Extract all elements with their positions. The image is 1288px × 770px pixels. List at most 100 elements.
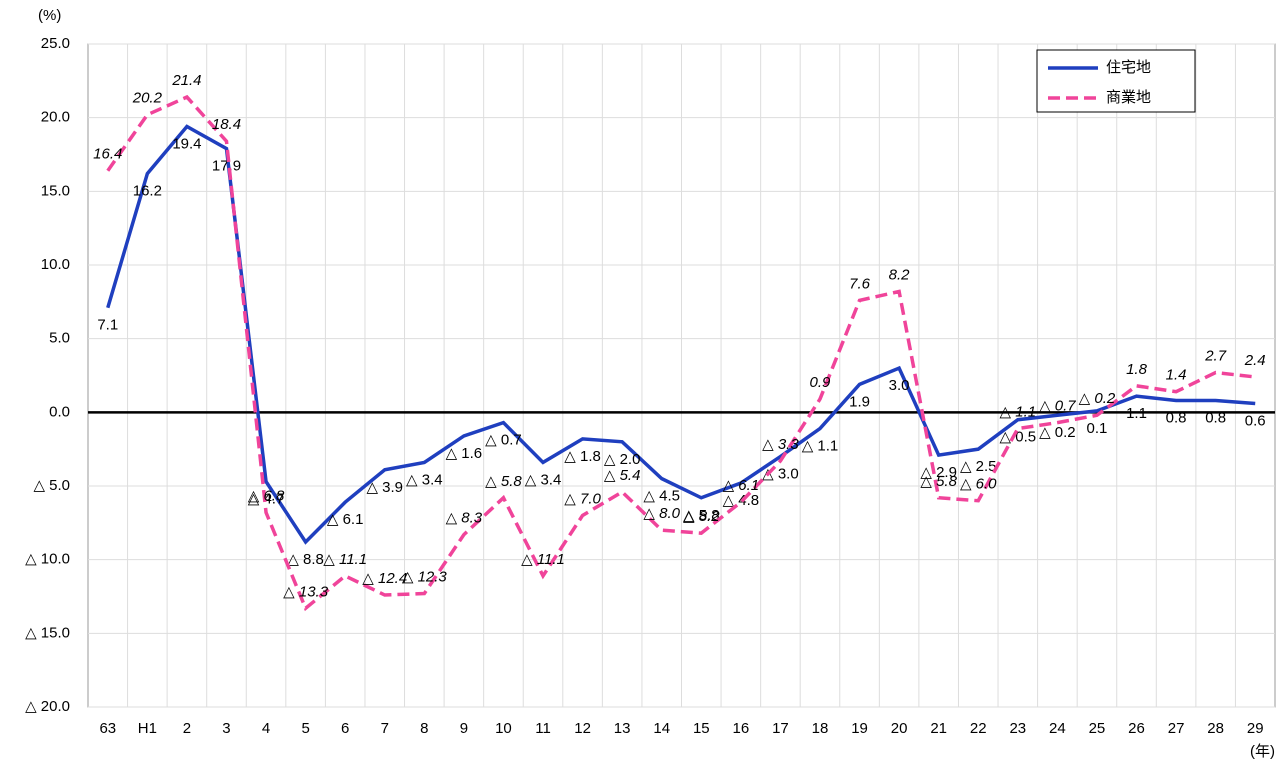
data-label: △ 2.5 [960, 458, 997, 475]
data-label: 21.4 [171, 72, 201, 89]
data-label: △ 1.1 [802, 438, 839, 455]
x-tick-label: 8 [420, 720, 428, 737]
data-label: △ 6.8 [248, 487, 285, 504]
data-label: △ 3.9 [366, 479, 403, 496]
x-tick-label: 19 [851, 720, 868, 737]
data-label: △ 5.8 [920, 473, 957, 490]
x-unit: (年) [1250, 743, 1275, 760]
data-label: △ 0.2 [1079, 390, 1116, 407]
data-label: △ 7.0 [564, 490, 601, 507]
x-tick-label: 21 [930, 720, 947, 737]
y-tick-label: △ 15.0 [25, 624, 70, 641]
x-tick-label: 27 [1168, 720, 1185, 737]
x-tick-label: H1 [138, 720, 157, 737]
y-unit: (%) [38, 7, 61, 24]
data-label: 0.1 [1087, 420, 1108, 437]
x-tick-label: 7 [381, 720, 389, 737]
data-label: 17.9 [212, 158, 241, 175]
x-tick-label: 20 [891, 720, 908, 737]
data-label: △ 0.7 [1039, 398, 1076, 415]
data-label: 7.6 [849, 275, 871, 292]
data-label: △ 8.8 [287, 551, 324, 568]
data-label: △ 8.3 [446, 510, 483, 527]
y-tick-label: 20.0 [41, 109, 70, 126]
data-label: △ 8.2 [683, 508, 720, 525]
x-tick-label: 10 [495, 720, 512, 737]
data-label: △ 5.4 [604, 467, 641, 484]
data-label: △ 5.8 [485, 473, 522, 490]
y-tick-label: △ 20.0 [25, 698, 70, 715]
y-tick-label: 10.0 [41, 256, 70, 273]
y-tick-label: 25.0 [41, 35, 70, 52]
y-tick-label: 0.0 [49, 403, 70, 420]
data-label: 0.8 [1166, 410, 1187, 427]
y-tick-label: △ 10.0 [25, 551, 70, 568]
series-line [106, 94, 1256, 612]
x-tick-label: 11 [535, 720, 551, 737]
x-tick-label: 25 [1089, 720, 1106, 737]
data-label: △ 1.6 [446, 445, 483, 462]
x-tick-label: 18 [812, 720, 829, 737]
data-label: 2.4 [1244, 352, 1266, 369]
data-label: △ 13.3 [283, 583, 329, 600]
x-tick-label: 4 [262, 720, 270, 737]
data-label: △ 0.2 [1039, 424, 1076, 441]
data-label: 2.7 [1204, 348, 1227, 365]
legend-label: 商業地 [1106, 89, 1151, 106]
data-label: △ 2.9 [920, 464, 957, 481]
x-tick-label: 9 [460, 720, 468, 737]
data-label: 0.6 [1245, 412, 1266, 429]
data-label: 20.2 [132, 90, 163, 107]
data-label: 1.8 [1126, 361, 1148, 378]
data-label: △ 3.4 [525, 471, 562, 488]
data-label: △ 11.1 [323, 551, 367, 568]
x-tick-label: 2 [183, 720, 191, 737]
data-label: 18.4 [212, 116, 241, 133]
x-tick-label: 22 [970, 720, 987, 737]
data-label: △ 5.8 [683, 507, 720, 524]
data-label: △ 1.8 [564, 448, 601, 465]
data-label: 1.4 [1166, 367, 1187, 384]
legend-label: 住宅地 [1106, 59, 1151, 76]
data-label: △ 4.5 [643, 488, 680, 505]
data-label: △ 4.8 [723, 492, 760, 509]
x-tick-label: 29 [1247, 720, 1264, 737]
data-label: △ 12.4 [362, 570, 407, 587]
x-tick-label: 23 [1009, 720, 1026, 737]
data-label: 8.2 [889, 266, 911, 283]
x-tick-label: 26 [1128, 720, 1145, 737]
x-tick-label: 24 [1049, 720, 1066, 737]
x-tick-label: 16 [733, 720, 750, 737]
data-label: 16.2 [133, 183, 162, 200]
x-tick-label: 14 [653, 720, 670, 737]
data-label: 16.4 [93, 146, 122, 163]
data-label: △ 2.0 [604, 451, 641, 468]
x-tick-label: 15 [693, 720, 710, 737]
data-label: △ 0.7 [485, 432, 522, 449]
data-label: △ 3.3 [762, 436, 799, 453]
y-tick-label: 15.0 [41, 182, 70, 199]
y-tick-label: △ 5.0 [33, 477, 70, 494]
data-label: 0.8 [1205, 410, 1226, 427]
data-label: △ 11.1 [521, 551, 565, 568]
data-label: △ 8.0 [643, 505, 680, 522]
x-tick-label: 6 [341, 720, 349, 737]
data-label: 7.1 [97, 317, 118, 334]
x-tick-label: 63 [99, 720, 116, 737]
data-label: △ 6.1 [327, 511, 364, 528]
x-tick-label: 5 [301, 720, 309, 737]
data-label: 0.9 [810, 374, 832, 391]
y-tick-label: 5.0 [49, 330, 70, 347]
data-label: 3.0 [889, 377, 910, 394]
data-label: △ 6.1 [723, 477, 760, 494]
data-label: △ 0.5 [1000, 429, 1037, 446]
series-line [106, 124, 1256, 545]
x-tick-label: 17 [772, 720, 789, 737]
x-tick-label: 3 [222, 720, 230, 737]
x-tick-label: 12 [574, 720, 591, 737]
legend-box [1036, 49, 1196, 113]
data-label: △ 1.1 [1000, 404, 1037, 421]
data-label: △ 6.0 [960, 476, 997, 493]
x-tick-label: 13 [614, 720, 631, 737]
